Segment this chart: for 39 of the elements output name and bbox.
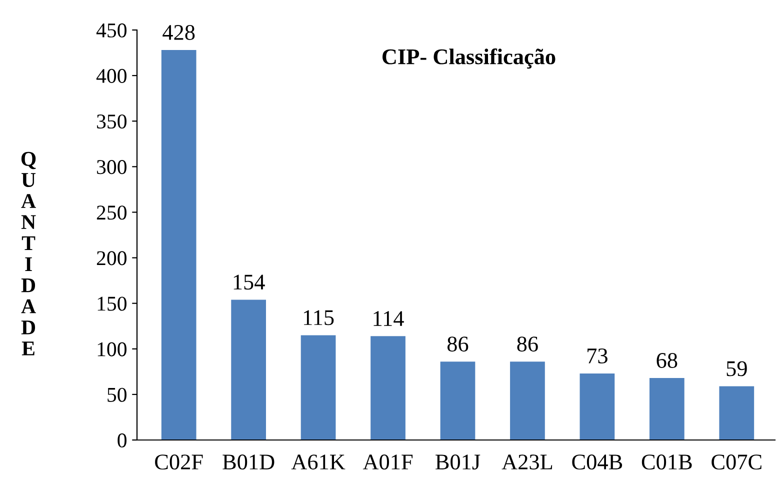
y-tick-label: 150 xyxy=(98,296,126,311)
data-label: 154 xyxy=(234,274,265,290)
data-label: 114 xyxy=(374,311,404,326)
data-label: 68 xyxy=(656,352,678,368)
bar xyxy=(161,50,196,440)
y-tick-label: 450 xyxy=(96,23,126,38)
data-label: 115 xyxy=(304,310,334,326)
bar xyxy=(510,362,545,440)
bar xyxy=(300,335,336,440)
y-tick-label: 100 xyxy=(98,342,126,356)
bar xyxy=(649,378,684,440)
bar xyxy=(231,300,266,440)
x-tick-label: C02F xyxy=(155,454,203,470)
y-tick-label: 350 xyxy=(97,114,126,129)
x-tick-label: B01D xyxy=(222,454,274,470)
x-tick-label: A01F xyxy=(362,454,413,470)
text: CIP- Classificação xyxy=(382,48,556,69)
bar xyxy=(719,386,754,440)
data-label: 73 xyxy=(588,348,608,364)
x-tick-label: A61K xyxy=(291,454,346,470)
y-tick-label: 300 xyxy=(97,160,126,174)
x-tick-label: C01B xyxy=(642,454,692,470)
bar xyxy=(370,336,406,440)
y-tick-label: 0 xyxy=(118,433,126,448)
data-label: 59 xyxy=(726,361,747,376)
data-label: 428 xyxy=(162,24,195,40)
x-tick-label: B01J xyxy=(436,454,480,470)
text: QUANTIDADE xyxy=(21,152,36,356)
y-tick-label: 250 xyxy=(96,206,126,220)
y-tick-label: 200 xyxy=(96,251,126,266)
y-tick-label: 400 xyxy=(96,68,126,83)
x-tick-label: A23L xyxy=(502,454,552,470)
data-label: 86 xyxy=(517,336,538,352)
data-label: 86 xyxy=(447,336,468,352)
bar xyxy=(440,362,476,440)
x-tick-label: C04B xyxy=(572,454,622,470)
x-tick-label: C07C xyxy=(712,454,762,470)
y-tick-label: 50 xyxy=(108,388,126,402)
bar xyxy=(580,373,615,440)
